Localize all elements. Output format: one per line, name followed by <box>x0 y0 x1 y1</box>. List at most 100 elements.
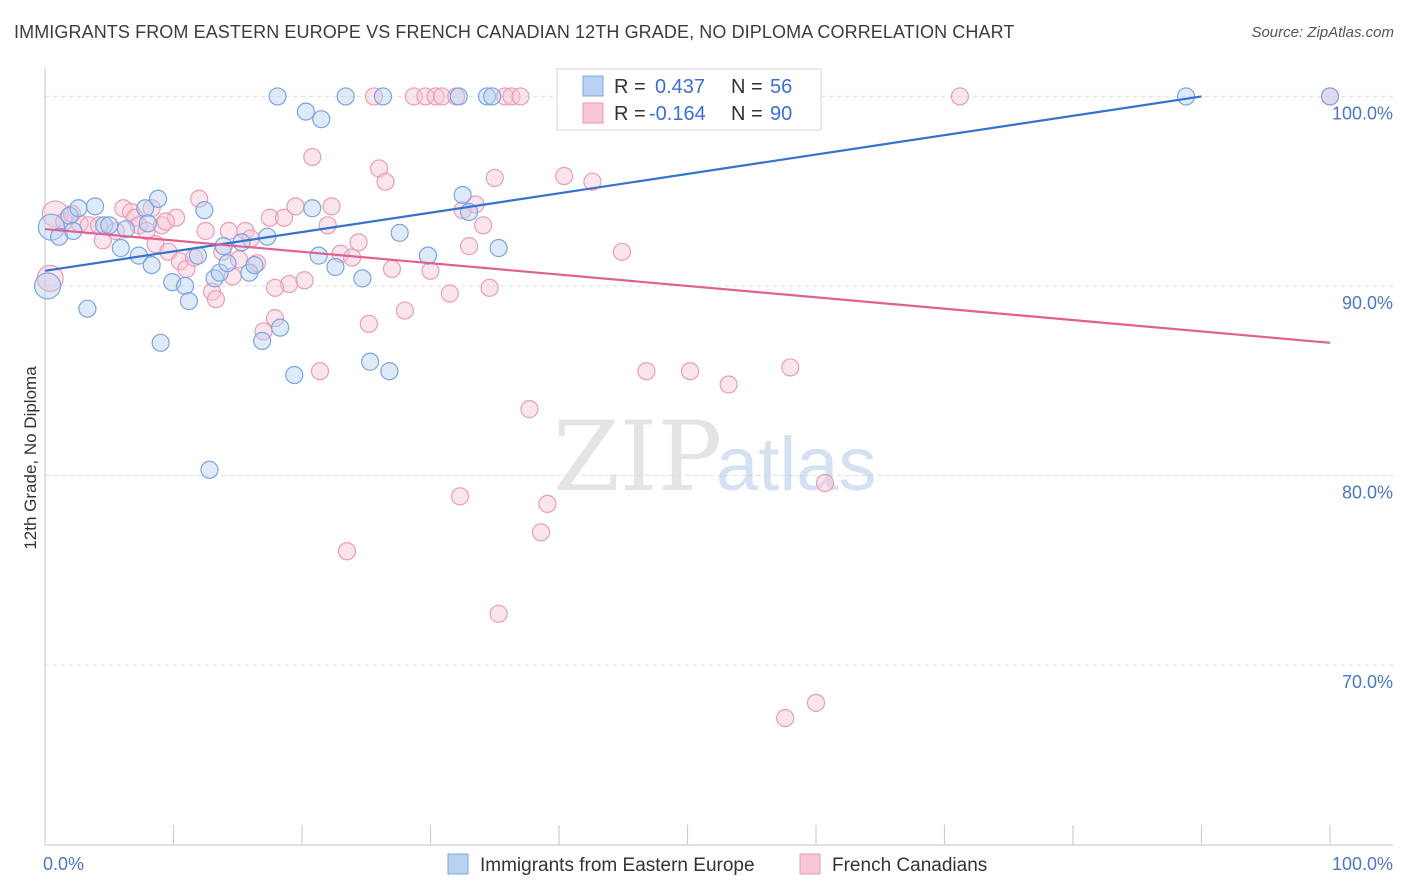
point-french-canadian-70[interactable] <box>450 487 470 506</box>
point-french-canadian-23[interactable] <box>196 221 215 241</box>
point-eastern-europe-49[interactable] <box>483 87 502 106</box>
point-french-canadian-38[interactable] <box>286 197 305 216</box>
point-french-canadian-73[interactable] <box>531 523 551 542</box>
point-french-canadian-80[interactable] <box>680 362 700 381</box>
legend-label-french-canadians[interactable]: French Canadians <box>832 855 987 876</box>
point-eastern-europe-54[interactable] <box>336 87 355 106</box>
point-french-canadian-43[interactable] <box>322 197 341 216</box>
point-french-canadian-25[interactable] <box>206 290 226 309</box>
point-french-canadian-81[interactable] <box>719 375 738 394</box>
point-eastern-europe-39[interactable] <box>353 269 372 288</box>
point-french-canadian-62[interactable] <box>459 237 479 256</box>
point-french-canadian-65[interactable] <box>480 278 499 297</box>
point-eastern-europe-52[interactable] <box>1320 87 1340 106</box>
point-eastern-europe-38[interactable] <box>326 257 345 277</box>
point-french-canadian-32[interactable] <box>247 254 267 273</box>
point-eastern-europe-19[interactable] <box>175 276 195 296</box>
point-eastern-europe-46[interactable] <box>453 185 472 205</box>
point-french-canadian-18[interactable] <box>166 208 186 227</box>
point-french-canadian-82[interactable] <box>781 358 800 377</box>
trend-line-french-canadians <box>44 227 1331 344</box>
point-eastern-europe-34[interactable] <box>296 102 315 121</box>
point-eastern-europe-15[interactable] <box>142 255 161 275</box>
point-french-canadian-36[interactable] <box>274 208 294 227</box>
point-eastern-europe-42[interactable] <box>380 362 399 381</box>
point-eastern-europe-33[interactable] <box>285 365 304 385</box>
point-french-canadian-41[interactable] <box>310 362 330 381</box>
point-french-canadian-59[interactable] <box>440 284 459 303</box>
point-eastern-europe-24[interactable] <box>205 269 224 288</box>
point-french-canadian-47[interactable] <box>349 233 368 252</box>
point-french-canadian-74[interactable] <box>538 494 557 513</box>
point-eastern-europe-29[interactable] <box>245 255 264 275</box>
point-french-canadian-75[interactable] <box>555 166 574 186</box>
point-french-canadian-76[interactable] <box>583 172 602 191</box>
point-eastern-europe-9[interactable] <box>100 216 119 235</box>
point-french-canadian-67[interactable] <box>495 87 515 106</box>
point-eastern-europe-0[interactable] <box>33 272 62 300</box>
point-eastern-europe-30[interactable] <box>253 331 272 350</box>
point-french-canadian-69[interactable] <box>511 87 530 106</box>
point-eastern-europe-13[interactable] <box>136 199 155 218</box>
point-french-canadian-72[interactable] <box>520 400 539 419</box>
point-french-canadian-64[interactable] <box>474 216 493 235</box>
point-eastern-europe-35[interactable] <box>303 199 322 218</box>
point-french-canadian-7[interactable] <box>93 231 112 250</box>
point-french-canadian-22[interactable] <box>190 189 209 208</box>
point-french-canadian-88[interactable] <box>156 212 175 231</box>
point-french-canadian-14[interactable] <box>142 199 161 218</box>
point-french-canadian-57[interactable] <box>426 87 445 106</box>
point-french-canadian-39[interactable] <box>295 271 314 290</box>
point-french-canadian-45[interactable] <box>337 542 357 561</box>
point-french-canadian-40[interactable] <box>303 147 322 167</box>
point-eastern-europe-7[interactable] <box>86 197 105 216</box>
point-french-canadian-52[interactable] <box>382 259 402 278</box>
point-eastern-europe-16[interactable] <box>148 189 168 208</box>
point-eastern-europe-31[interactable] <box>271 318 290 337</box>
point-french-canadian-66[interactable] <box>485 168 504 188</box>
point-french-canadian-51[interactable] <box>376 172 395 191</box>
point-eastern-europe-5[interactable] <box>69 199 88 218</box>
point-eastern-europe-32[interactable] <box>268 87 287 106</box>
point-eastern-europe-22[interactable] <box>195 201 214 220</box>
point-eastern-europe-11[interactable] <box>116 219 136 239</box>
point-eastern-europe-20[interactable] <box>179 292 199 311</box>
point-eastern-europe-43[interactable] <box>390 223 409 242</box>
point-french-canadian-42[interactable] <box>318 216 337 235</box>
point-eastern-europe-10[interactable] <box>111 238 130 258</box>
point-french-canadian-19[interactable] <box>170 252 190 271</box>
point-french-canadian-89[interactable] <box>265 278 285 297</box>
point-eastern-europe-17[interactable] <box>151 333 170 352</box>
point-eastern-europe-25[interactable] <box>210 263 229 282</box>
point-french-canadian-35[interactable] <box>265 309 285 328</box>
point-eastern-europe-48[interactable] <box>477 87 497 106</box>
point-eastern-europe-37[interactable] <box>312 110 331 129</box>
legend-label-eastern-europe[interactable]: Immigrants from Eastern Europe <box>480 855 755 876</box>
point-french-canadian-85[interactable] <box>815 473 835 493</box>
legend-swatch-eastern-europe[interactable] <box>447 853 469 875</box>
point-eastern-europe-6[interactable] <box>78 299 97 318</box>
point-french-canadian-84[interactable] <box>806 693 826 712</box>
point-eastern-europe-14[interactable] <box>138 214 157 233</box>
point-french-canadian-83[interactable] <box>776 708 795 728</box>
point-eastern-europe-50[interactable] <box>489 238 508 258</box>
point-eastern-europe-45[interactable] <box>449 87 468 106</box>
point-french-canadian-34[interactable] <box>260 208 279 227</box>
point-french-canadian-86[interactable] <box>950 87 970 106</box>
stats-swatch-blue <box>582 75 604 97</box>
point-eastern-europe-26[interactable] <box>218 254 237 273</box>
stats-n-value-blue: 56 <box>770 76 792 98</box>
point-eastern-europe-23[interactable] <box>200 460 219 479</box>
legend-swatch-french-canadians[interactable] <box>799 853 821 875</box>
point-french-canadian-78[interactable] <box>637 362 656 381</box>
point-eastern-europe-44[interactable] <box>418 246 438 265</box>
point-french-canadian-48[interactable] <box>359 314 378 333</box>
point-eastern-europe-40[interactable] <box>361 352 380 371</box>
point-french-canadian-71[interactable] <box>489 604 508 623</box>
point-eastern-europe-36[interactable] <box>309 246 328 265</box>
point-french-canadian-37[interactable] <box>280 274 299 294</box>
point-french-canadian-53[interactable] <box>395 301 414 320</box>
point-eastern-europe-41[interactable] <box>373 87 393 106</box>
point-eastern-europe-51[interactable] <box>1176 87 1196 106</box>
point-french-canadian-77[interactable] <box>612 242 632 261</box>
